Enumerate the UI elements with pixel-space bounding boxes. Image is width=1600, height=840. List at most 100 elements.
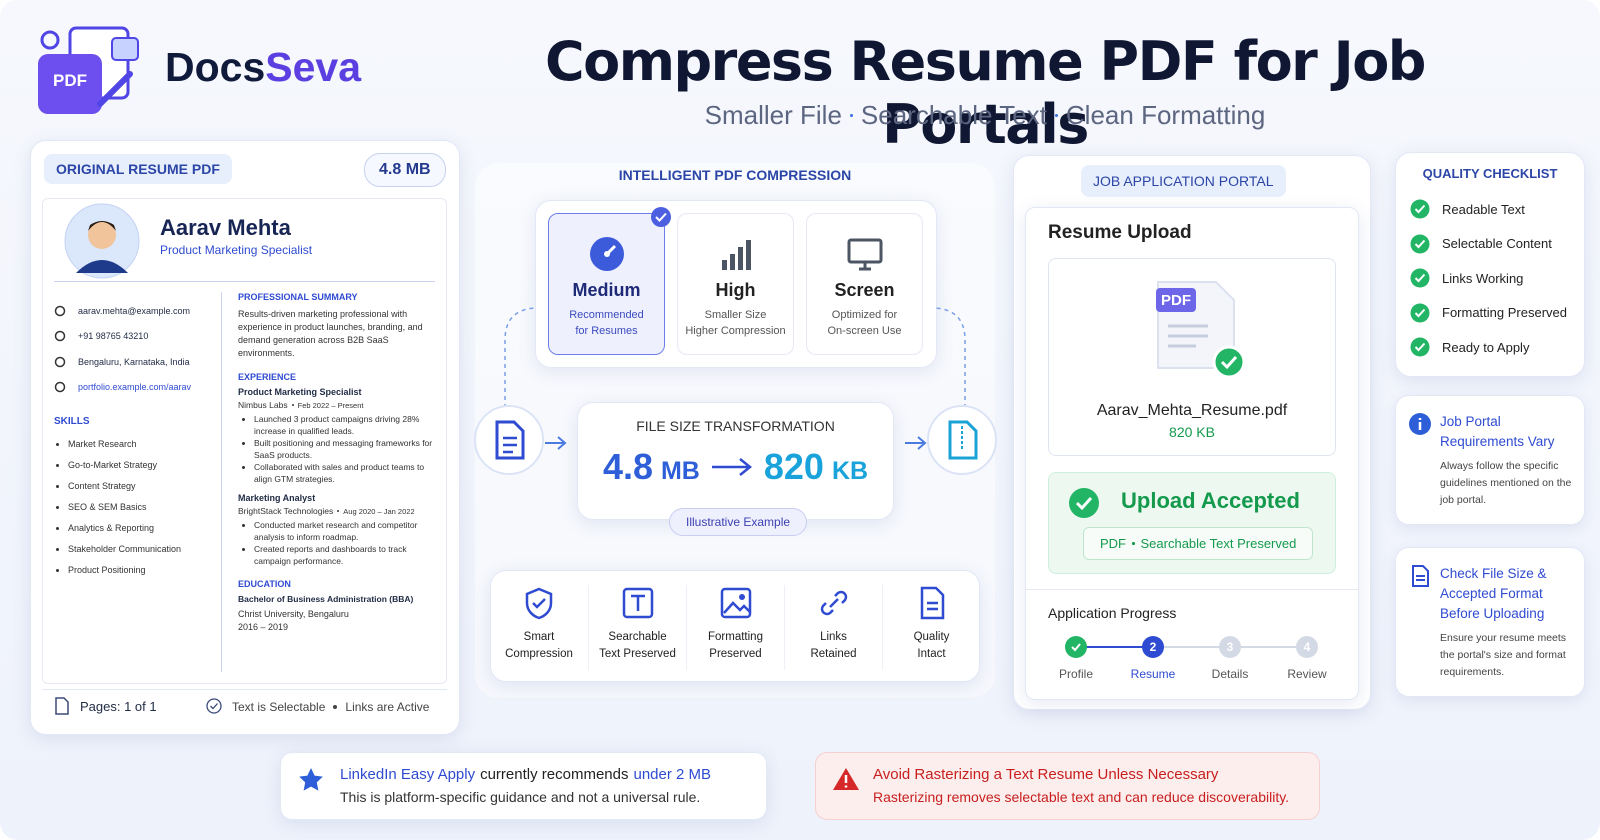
feature: Smart Compression: [490, 585, 588, 670]
job-bullet: Built positioning and messaging framewor…: [254, 437, 438, 461]
subtitle-item: Smaller File: [704, 100, 842, 130]
section-heading: EDUCATION: [238, 579, 291, 589]
linkedin-line: LinkedIn Easy Apply currently recommends u…: [340, 766, 711, 783]
summary: Results-driven marketing professional wi…: [238, 309, 423, 358]
option-name: High: [715, 280, 756, 300]
degree: Bachelor of Business Administration (BBA…: [238, 594, 414, 604]
portal-divider: [1025, 589, 1359, 590]
feature: Formatting Preserved: [686, 585, 784, 670]
resume-role: Product Marketing Specialist: [160, 243, 313, 257]
job-meta: Nimbus Labs Feb 2022 – Present: [238, 400, 438, 410]
contact: +91 98765 43210: [78, 331, 149, 342]
years: 2016 – 2019: [238, 622, 289, 632]
size-change: 4.8 MB 820 KB: [577, 446, 894, 488]
from-number: 4.8: [602, 446, 653, 487]
check-icon: [1410, 268, 1430, 288]
dates: Aug 2020 – Jan 2022: [343, 506, 415, 516]
info-body: Ensure your resume meets the portal's si…: [1440, 632, 1567, 678]
feature-icon: [820, 590, 847, 616]
progress-fill: [1076, 646, 1153, 648]
feature-icon: [525, 587, 553, 620]
job-title: Product Marketing Specialist: [238, 387, 362, 397]
contact-row: +91 98765 43210: [54, 324, 219, 350]
feature-icon: [622, 587, 653, 619]
step-number: 2: [1149, 640, 1157, 654]
linkedin-limit: under 2 MB: [633, 766, 712, 783]
feature: Quality Intact: [882, 585, 980, 670]
job-bullet: Created reports and dashboards to track …: [254, 543, 438, 567]
step-label: Details: [1211, 667, 1249, 681]
separator: [1054, 114, 1058, 117]
option-desc: Recommended: [569, 309, 644, 321]
checklist-item: Formatting Preserved: [1410, 303, 1567, 323]
contact-row: portfolio.example.com/aarav: [54, 375, 219, 401]
checklist-card: [1395, 152, 1585, 377]
step-label: Profile: [1058, 667, 1093, 681]
checklist-item: Readable Text: [1410, 199, 1525, 219]
source-file-icon: [474, 405, 544, 475]
info-title: Check File Size & Accepted Format Before…: [1440, 566, 1547, 621]
checklist-item: Selectable Content: [1410, 234, 1552, 254]
company: BrightStack Technologies: [238, 506, 334, 516]
warning-title: Avoid Rasterizing a Text Resume Unless N…: [873, 766, 1219, 783]
option-icon: [721, 240, 751, 270]
star-icon: [299, 768, 323, 791]
separator: [291, 404, 294, 406]
accepted-tag: PDF: [1100, 536, 1126, 551]
step-circle: 3: [1219, 636, 1241, 658]
footer-divider: [42, 689, 447, 690]
to-number: 820: [763, 446, 824, 487]
option-desc: for Resumes: [575, 325, 638, 337]
option-icon: [589, 237, 624, 271]
arrow: [711, 458, 752, 476]
info-text: Check File Size & Accepted Format Before…: [1440, 564, 1580, 681]
section-heading: PROFESSIONAL SUMMARY: [238, 292, 358, 302]
feature-label: Retained: [810, 648, 857, 660]
portal-heading: JOB APPLICATION PORTAL: [1081, 165, 1286, 197]
check-icon: [1410, 199, 1430, 219]
info-icon: [1409, 413, 1431, 435]
file-name: Aarav_Mehta_Resume.pdf: [1096, 402, 1288, 419]
contact-row: aarav.mehta@example.com: [54, 298, 219, 324]
compression-option: High Smaller Size Higher Compression: [677, 213, 794, 355]
check-icon: [1410, 234, 1430, 253]
feature-label: Formatting: [708, 631, 763, 643]
accepted-title: Upload Accepted: [1121, 488, 1300, 513]
separator: [1132, 542, 1135, 545]
uploaded-file-icon: PDF: [1156, 281, 1246, 378]
to-unit: KB: [831, 456, 869, 485]
step-circle: 2: [1142, 636, 1164, 658]
feature: Searchable Text Preserved: [588, 585, 686, 670]
check-icon: [1410, 337, 1430, 357]
job-bullet: Launched 3 product campaigns driving 28%…: [254, 413, 438, 437]
compression-option: Medium Recommended for Resumes: [548, 207, 671, 355]
upload-box: [1048, 258, 1336, 456]
job-title: Marketing Analyst: [238, 493, 316, 503]
option-name: Screen: [834, 280, 895, 300]
portal-title: Resume Upload: [1048, 222, 1192, 243]
warning-note: [815, 752, 1320, 820]
compression-heading: INTELLIGENT PDF COMPRESSION: [618, 167, 852, 183]
transform-card: [577, 402, 894, 520]
resume-right-column: PROFESSIONAL SUMMARY Results-driven marke…: [238, 292, 438, 634]
checklist-text: Links Working: [1442, 270, 1524, 286]
resume-paper: [42, 198, 447, 684]
job-bullets: Conducted market research and competitor…: [238, 519, 438, 567]
feature-label: Links: [820, 631, 847, 643]
info-title: Job Portal Requirements Vary: [1440, 414, 1555, 449]
info-text: Job Portal Requirements Vary Always follo…: [1440, 412, 1580, 509]
step-circle: [1065, 636, 1087, 658]
checklist-text: Selectable Content: [1442, 236, 1552, 251]
job-meta: BrightStack Technologies Aug 2020 – Jan 2…: [238, 506, 438, 516]
contact-icon: [54, 382, 66, 393]
checklist-text: Readable Text: [1442, 201, 1525, 217]
subtitle: Smaller File Searchable Text Clean Formatt…: [470, 100, 1500, 131]
feature-icon: [920, 586, 944, 620]
separator: [849, 114, 853, 117]
original-label: ORIGINAL RESUME PDF: [44, 154, 232, 184]
feature-label: Intact: [917, 648, 946, 660]
separator: [337, 510, 340, 512]
job-bullets: Launched 3 product campaigns driving 28%…: [238, 413, 438, 485]
info-icon: [1412, 565, 1429, 587]
